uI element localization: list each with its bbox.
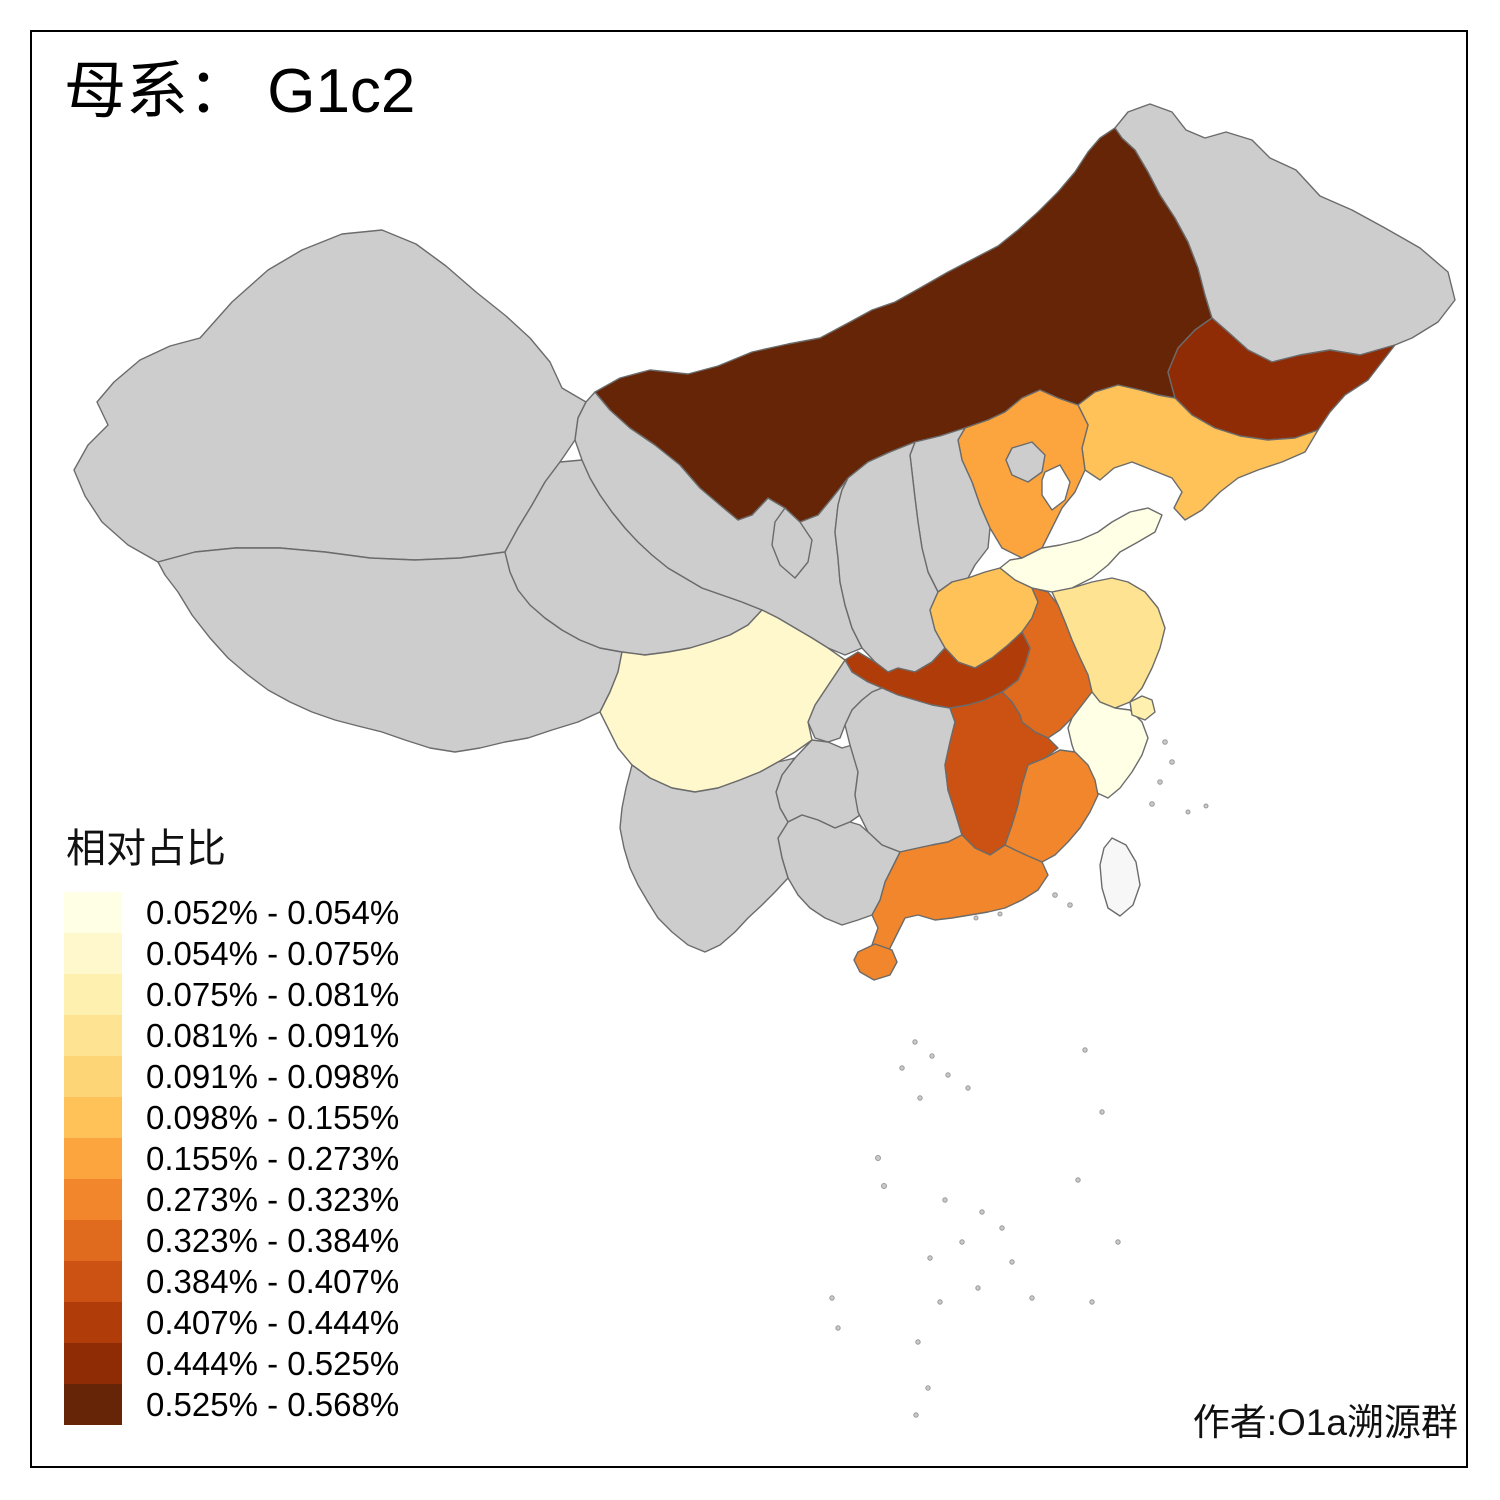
legend-row: 0.273% - 0.323% (64, 1179, 399, 1220)
legend-swatch (64, 1384, 122, 1425)
legend-swatch (64, 1056, 122, 1097)
page-title: 母系： G1c2 (64, 57, 416, 126)
legend-label: 0.155% - 0.273% (146, 1139, 400, 1177)
legend-label: 0.407% - 0.444% (146, 1303, 400, 1341)
region-jilin (1167, 317, 1396, 441)
legend-label: 0.384% - 0.407% (146, 1262, 400, 1300)
legend-label: 0.273% - 0.323% (146, 1180, 400, 1218)
author-credit: 作者:O1a溯源群 (1192, 1402, 1458, 1443)
legend-swatch (64, 1097, 122, 1138)
region-hainan (853, 943, 898, 981)
legend-title: 相对占比 (66, 827, 226, 871)
legend: 相对占比 0.052% - 0.054% 0.054% - 0.075% 0.0… (64, 816, 399, 1425)
region-ningxia (771, 507, 813, 579)
legend-row: 0.525% - 0.568% (64, 1384, 399, 1425)
legend-swatch (64, 1179, 122, 1220)
legend-swatch (64, 1261, 122, 1302)
region-yunnan (619, 757, 796, 953)
region-tianjin (1041, 464, 1071, 511)
legend-label: 0.323% - 0.384% (146, 1221, 400, 1259)
legend-label: 0.091% - 0.098% (146, 1057, 400, 1095)
region-guangdong (871, 834, 1049, 959)
legend-row: 0.407% - 0.444% (64, 1302, 399, 1343)
region-tibet (157, 547, 623, 753)
legend-row: 0.444% - 0.525% (64, 1343, 399, 1384)
legend-row: 0.075% - 0.081% (64, 974, 399, 1015)
region-xinjiang (73, 229, 587, 563)
legend-swatch (64, 892, 122, 933)
south-china-sea-islands (829, 1039, 1121, 1418)
legend-row: 0.384% - 0.407% (64, 1261, 399, 1302)
legend-label: 0.081% - 0.091% (146, 1016, 400, 1054)
region-shanghai (1129, 695, 1156, 721)
region-liaoning (1077, 384, 1319, 521)
legend-swatch (64, 1015, 122, 1056)
region-taiwan (1099, 837, 1141, 917)
legend-row: 0.098% - 0.155% (64, 1097, 399, 1138)
legend-row: 0.323% - 0.384% (64, 1220, 399, 1261)
legend-label: 0.075% - 0.081% (146, 975, 400, 1013)
legend-row: 0.054% - 0.075% (64, 933, 399, 974)
region-beijing (1005, 441, 1046, 483)
legend-swatch (64, 933, 122, 974)
legend-label: 0.052% - 0.054% (146, 893, 400, 931)
legend-swatch (64, 1138, 122, 1179)
legend-label: 0.525% - 0.568% (146, 1385, 400, 1423)
legend-row: 0.155% - 0.273% (64, 1138, 399, 1179)
region-heilongjiang (1114, 103, 1456, 363)
region-guangxi (777, 814, 901, 926)
legend-label: 0.098% - 0.155% (146, 1098, 400, 1136)
legend-row: 0.052% - 0.054% (64, 892, 399, 933)
legend-swatch (64, 1343, 122, 1384)
legend-label: 0.444% - 0.525% (146, 1344, 400, 1382)
legend-row: 0.091% - 0.098% (64, 1056, 399, 1097)
region-fujian (1004, 749, 1099, 863)
legend-swatch (64, 1220, 122, 1261)
legend-row: 0.081% - 0.091% (64, 1015, 399, 1056)
legend-label: 0.054% - 0.075% (146, 934, 400, 972)
legend-swatch (64, 1302, 122, 1343)
legend-swatch (64, 974, 122, 1015)
coastal-islands (973, 739, 1209, 921)
